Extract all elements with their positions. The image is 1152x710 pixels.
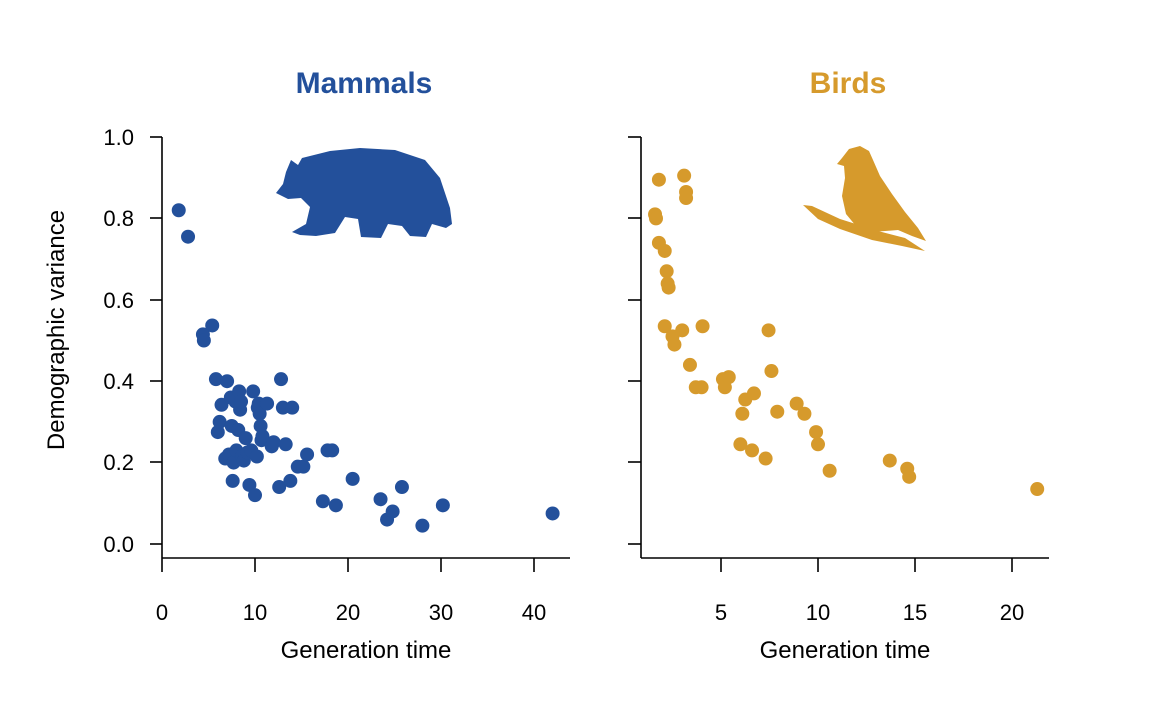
mammal-point bbox=[238, 431, 253, 446]
mammal-point bbox=[385, 504, 400, 519]
bird-point bbox=[789, 396, 804, 411]
bird-point bbox=[1030, 482, 1045, 497]
mammal-point bbox=[545, 506, 560, 521]
bird-point bbox=[811, 437, 825, 452]
mammal-point bbox=[373, 492, 388, 507]
mammal-point bbox=[246, 384, 261, 399]
mammals-points bbox=[171, 203, 560, 533]
bird-point bbox=[694, 380, 709, 395]
mammal-point bbox=[212, 414, 227, 429]
mammals-x-tick-label: 0 bbox=[156, 600, 168, 625]
mammal-point bbox=[283, 473, 298, 488]
mammal-point bbox=[266, 435, 281, 450]
bird-point bbox=[657, 243, 672, 258]
bird-point bbox=[758, 451, 773, 466]
bird-on-branch-icon bbox=[803, 146, 926, 251]
mammals-x-tick-label: 10 bbox=[243, 600, 267, 625]
mammals-y-ticks: 0.0 0.2 0.4 0.6 0.8 1.0 bbox=[103, 125, 162, 557]
birds-x-axis-title: Generation time bbox=[760, 637, 931, 664]
mammal-point bbox=[285, 400, 300, 415]
bird-point bbox=[770, 404, 785, 419]
mammal-point bbox=[325, 443, 340, 458]
mammal-point bbox=[260, 396, 275, 411]
bird-point bbox=[735, 406, 750, 421]
mammal-point bbox=[252, 406, 267, 421]
bird-point bbox=[675, 323, 690, 338]
mammal-point bbox=[328, 498, 343, 513]
mammals-x-ticks: 0 10 20 30 40 bbox=[156, 558, 546, 625]
mammal-point bbox=[181, 229, 196, 244]
birds-x-tick-label: 20 bbox=[1000, 600, 1024, 625]
mammals-y-tick-label: 0.6 bbox=[103, 288, 134, 313]
mammal-point bbox=[415, 518, 430, 533]
y-axis-title: Demographic variance bbox=[43, 210, 70, 450]
bird-point bbox=[733, 437, 748, 452]
mammals-panel: Mammals 0.0 0.2 0.4 0.6 0.8 1.0 0 10 bbox=[103, 67, 570, 664]
mammal-point bbox=[272, 480, 287, 495]
bird-point bbox=[745, 443, 760, 458]
bird-point bbox=[902, 469, 917, 484]
mammal-point bbox=[300, 447, 315, 462]
mammals-y-tick-label: 0.2 bbox=[103, 450, 134, 475]
birds-x-tick-label: 5 bbox=[715, 600, 727, 625]
bird-point bbox=[761, 323, 776, 338]
birds-x-tick-label: 10 bbox=[806, 600, 830, 625]
mammal-point bbox=[435, 498, 450, 513]
bird-point bbox=[649, 211, 664, 226]
mammal-point bbox=[171, 203, 186, 218]
birds-panel: Birds 5 10 15 20 Generation time bbox=[628, 67, 1049, 664]
mammal-point bbox=[196, 333, 211, 348]
mammal-point bbox=[274, 372, 289, 387]
bird-point bbox=[657, 319, 672, 334]
mammals-x-axis-title: Generation time bbox=[281, 637, 452, 664]
bird-point bbox=[746, 386, 761, 401]
bird-point bbox=[764, 364, 779, 379]
mammal-point bbox=[208, 372, 223, 387]
mammal-point bbox=[345, 471, 360, 486]
bird-point bbox=[721, 370, 736, 385]
mammals-y-tick-label: 0.0 bbox=[103, 532, 134, 557]
birds-y-ticks bbox=[628, 136, 641, 545]
mammal-point bbox=[205, 318, 220, 333]
birds-panel-title: Birds bbox=[810, 67, 887, 100]
bear-silhouette-icon bbox=[276, 148, 452, 238]
bird-point bbox=[677, 168, 692, 183]
mammal-point bbox=[234, 394, 249, 409]
bird-point bbox=[682, 357, 697, 372]
bird-point bbox=[659, 264, 674, 279]
bird-point bbox=[809, 425, 824, 440]
birds-x-tick-label: 15 bbox=[903, 600, 927, 625]
mammal-point bbox=[255, 429, 270, 444]
mammal-point bbox=[220, 374, 235, 389]
mammal-point bbox=[225, 473, 240, 488]
mammals-panel-title: Mammals bbox=[296, 67, 433, 100]
mammals-x-tick-label: 30 bbox=[429, 600, 453, 625]
mammals-x-tick-label: 40 bbox=[522, 600, 546, 625]
bird-point bbox=[822, 463, 837, 478]
bird-point bbox=[661, 280, 676, 295]
mammals-y-tick-label: 0.8 bbox=[103, 206, 134, 231]
bird-point bbox=[882, 453, 897, 468]
mammals-y-tick-label: 0.4 bbox=[103, 369, 134, 394]
mammal-point bbox=[249, 449, 264, 464]
bird-point bbox=[667, 337, 682, 352]
bird-point bbox=[679, 191, 694, 206]
mammal-point bbox=[394, 480, 409, 495]
birds-points bbox=[648, 168, 1045, 497]
mammal-point bbox=[278, 437, 293, 452]
bird-point bbox=[797, 406, 812, 421]
birds-x-ticks: 5 10 15 20 bbox=[715, 558, 1024, 625]
mammals-y-tick-label: 1.0 bbox=[103, 125, 134, 150]
mammal-point bbox=[315, 494, 330, 509]
mammals-x-tick-label: 20 bbox=[336, 600, 360, 625]
mammal-point bbox=[248, 488, 262, 503]
bird-point bbox=[695, 319, 710, 334]
bird-point bbox=[651, 172, 666, 187]
mammal-point bbox=[296, 459, 311, 474]
